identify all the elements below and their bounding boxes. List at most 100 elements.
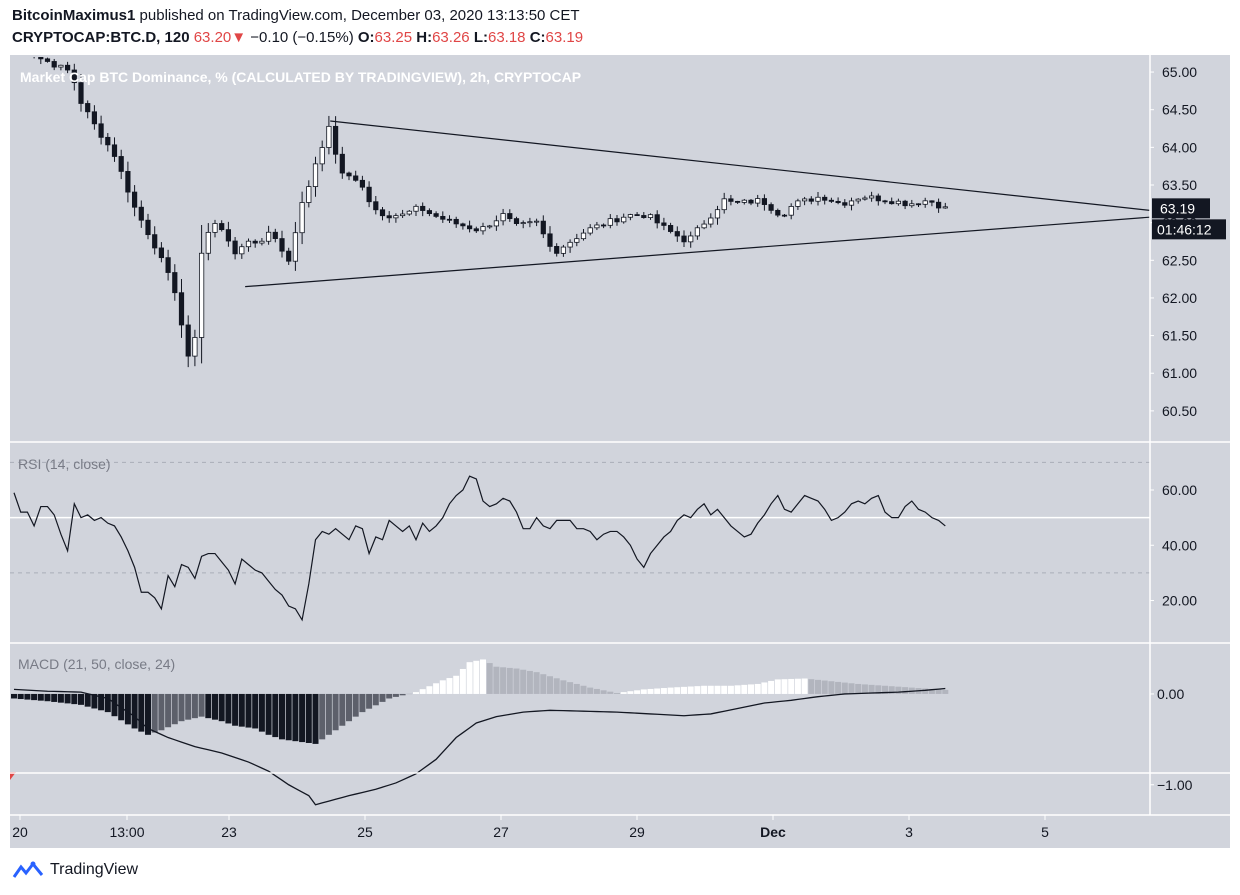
- macd-histogram-bar: [131, 693, 138, 729]
- price-pane[interactable]: [12, 24, 1187, 368]
- candle-body: [406, 210, 412, 215]
- candle-body: [312, 163, 319, 187]
- candle-body: [808, 198, 814, 202]
- tradingview-footer[interactable]: TradingView: [12, 861, 138, 879]
- macd-histogram-bar: [821, 680, 828, 694]
- candle-body: [78, 82, 84, 104]
- candle-body: [32, 48, 36, 55]
- candle-body: [875, 195, 881, 202]
- high-label: H:: [416, 29, 433, 46]
- candle-body: [567, 241, 573, 248]
- candle-body: [942, 206, 948, 209]
- candle-body: [319, 147, 325, 165]
- low-value: 63.18: [487, 29, 526, 46]
- candle-body: [601, 224, 607, 227]
- macd-histogram-bar: [433, 683, 440, 694]
- macd-histogram-bar: [31, 693, 38, 701]
- candle-body: [212, 223, 218, 233]
- candle-body: [909, 203, 915, 207]
- triangle-trendline: [330, 120, 1187, 215]
- macd-histogram-bar: [51, 693, 58, 702]
- macd-histogram-bar: [372, 693, 379, 706]
- candle-body: [534, 220, 540, 223]
- macd-histogram-bar: [627, 691, 634, 694]
- candle-body: [929, 200, 935, 203]
- macd-histogram-bar: [647, 688, 654, 694]
- candle-body: [755, 198, 761, 204]
- price-tick-label: 61.00: [1162, 365, 1197, 381]
- macd-histogram-bar: [124, 693, 131, 725]
- candle-body: [125, 171, 131, 193]
- price-scale-bg: [1150, 55, 1230, 815]
- macd-histogram-bar: [493, 666, 500, 694]
- price-tick-label: 62.00: [1162, 290, 1197, 306]
- candle-body: [802, 198, 808, 202]
- macd-histogram-bar: [426, 686, 433, 694]
- macd-pane[interactable]: [10, 659, 949, 806]
- candle-body: [607, 218, 613, 226]
- candle-body: [735, 200, 741, 203]
- candle-body: [19, 31, 23, 38]
- macd-histogram-bar: [754, 683, 761, 694]
- macd-histogram-bar: [741, 684, 748, 694]
- macd-histogram-bar: [252, 693, 259, 729]
- price-tick-label: 63.50: [1162, 177, 1197, 193]
- candle-body: [848, 200, 855, 206]
- price-tick-label: 65.00: [1162, 64, 1197, 80]
- macd-histogram-bar: [734, 685, 741, 694]
- macd-histogram-bar: [305, 693, 312, 743]
- macd-histogram-bar: [748, 684, 754, 694]
- candle-body: [708, 217, 714, 225]
- candle-body: [513, 218, 520, 224]
- macd-histogram-bar: [104, 693, 111, 713]
- macd-histogram-bar: [808, 679, 815, 694]
- candle-body: [326, 125, 332, 148]
- candle-body: [815, 196, 821, 202]
- macd-histogram-bar: [567, 682, 574, 694]
- candle-body: [466, 225, 473, 230]
- symbol-label: CRYPTOCAP:BTC.D, 120: [12, 29, 190, 46]
- last-price-label: 63.19: [1160, 200, 1195, 216]
- candle-body: [681, 235, 687, 243]
- candle-body: [627, 214, 634, 218]
- candle-body: [286, 250, 292, 262]
- author-name[interactable]: BitcoinMaximus1: [12, 7, 136, 24]
- macd-histogram-bar: [620, 692, 627, 694]
- candle-body: [58, 64, 64, 68]
- candle-body: [936, 201, 942, 209]
- candle-body: [748, 199, 754, 204]
- time-tick-label: 29: [629, 824, 645, 840]
- macd-histogram-bar: [151, 693, 158, 733]
- candle-body: [775, 209, 781, 216]
- candle-body: [259, 240, 265, 244]
- candle-body: [500, 213, 506, 222]
- candle-body: [91, 111, 97, 125]
- candle-body: [366, 186, 372, 203]
- macd-histogram-bar: [687, 686, 694, 694]
- candle-body: [158, 247, 164, 259]
- macd-histogram-bar: [406, 693, 413, 695]
- rsi-pane[interactable]: [10, 461, 1150, 622]
- macd-histogram-bar: [681, 686, 687, 694]
- triangle-trendline: [245, 213, 1187, 288]
- macd-histogram-bar: [17, 693, 24, 700]
- candle-body: [641, 215, 647, 218]
- macd-histogram-bar: [922, 688, 929, 694]
- candle-body: [828, 199, 835, 202]
- macd-histogram-bar: [57, 693, 64, 703]
- macd-histogram-bar: [768, 680, 775, 694]
- macd-histogram-bar: [111, 693, 118, 717]
- macd-histogram-bar: [312, 693, 319, 744]
- candle-body: [788, 206, 794, 216]
- macd-histogram-bar: [774, 679, 781, 694]
- macd-histogram-bar: [24, 693, 31, 700]
- macd-histogram-bar: [835, 681, 842, 694]
- macd-histogram-bar: [366, 693, 373, 709]
- publish-info: BitcoinMaximus1 published on TradingView…: [12, 7, 580, 24]
- macd-histogram-bar: [634, 690, 641, 694]
- macd-histogram-bar: [37, 693, 44, 701]
- macd-histogram-bar: [185, 693, 192, 720]
- macd-histogram-bar: [828, 681, 835, 694]
- macd-histogram-bar: [91, 693, 98, 709]
